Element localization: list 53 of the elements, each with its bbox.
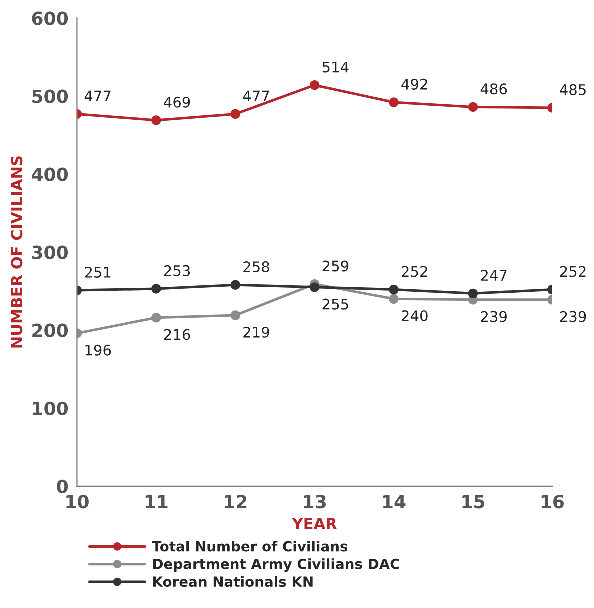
point — [389, 284, 399, 295]
x-axis-title: YEAR — [292, 518, 338, 530]
data-label: 477 — [243, 90, 270, 102]
y-axis-title: NUMBER OF CIVILIANS — [11, 156, 23, 348]
x-tick-label: 14 — [383, 495, 406, 508]
data-label: 485 — [560, 84, 586, 96]
x-tick-label: 16 — [542, 495, 564, 509]
point — [389, 98, 399, 108]
y-tick-label: 100 — [33, 402, 68, 416]
x-tick-label: 12 — [225, 495, 247, 508]
data-label: 486 — [480, 84, 508, 95]
data-label: 240 — [402, 310, 428, 322]
data-label: 252 — [560, 266, 586, 278]
data-label: 219 — [244, 326, 270, 338]
point — [230, 310, 240, 320]
y-tick-label: 300 — [32, 246, 68, 260]
data-label: 259 — [322, 260, 349, 272]
data-label: 251 — [85, 266, 111, 278]
data-label: 492 — [402, 78, 428, 90]
legend-label: Department Army Civilians DAC — [153, 558, 400, 572]
point — [310, 80, 320, 90]
point — [152, 284, 162, 294]
data-label: 469 — [164, 96, 190, 108]
point — [152, 313, 162, 323]
data-label: 216 — [164, 329, 190, 340]
point — [230, 280, 240, 290]
point — [310, 282, 320, 292]
data-label: 255 — [322, 298, 348, 310]
y-tick-label: 200 — [32, 324, 68, 338]
data-label: 239 — [560, 311, 586, 322]
point — [389, 294, 399, 304]
legend-label: Korean Nationals KN — [153, 576, 313, 588]
point — [152, 116, 162, 126]
data-label: 247 — [481, 270, 507, 281]
data-label: 252 — [402, 266, 428, 278]
y-tick-label: 600 — [32, 12, 68, 26]
point — [230, 109, 240, 120]
data-label: 196 — [86, 344, 112, 356]
point — [468, 102, 478, 112]
data-label: 258 — [244, 262, 270, 273]
y-tick-label: 400 — [32, 168, 68, 182]
x-tick-label: 15 — [462, 495, 485, 509]
y-tick-label: 500 — [32, 90, 68, 104]
data-label: 514 — [322, 62, 349, 73]
data-label: 477 — [84, 90, 111, 102]
x-tick-label: 11 — [146, 495, 168, 508]
y-tick-label: 0 — [57, 480, 68, 494]
x-tick-label: 10 — [66, 495, 89, 509]
data-label: 253 — [164, 265, 190, 276]
legend-label: Total Number of Civilians — [152, 541, 348, 552]
data-label: 239 — [481, 311, 507, 322]
x-tick-label: 13 — [304, 495, 326, 509]
point — [468, 288, 478, 299]
